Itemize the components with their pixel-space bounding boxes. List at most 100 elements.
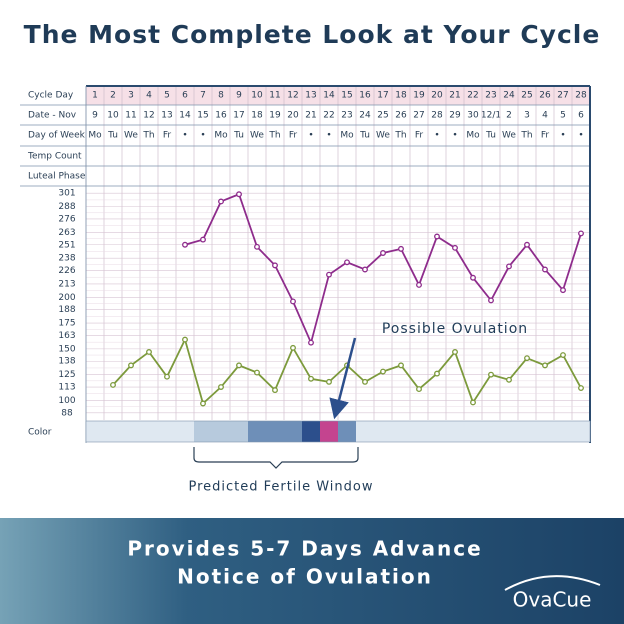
weekday: • [452,131,457,141]
row-label: Date - Nov [28,111,77,121]
date: 14 [179,111,191,121]
point [254,243,260,250]
point [434,370,440,377]
footer-line: Provides 5-7 Days Advance [127,537,482,561]
point [380,368,386,375]
weekday: We [502,131,516,141]
cycle-day: 13 [305,91,316,101]
cycle-day: 25 [521,91,532,101]
date: 26 [395,111,407,121]
weekday: Mo [88,131,102,141]
date: 29 [449,111,461,121]
point [344,259,350,266]
point [398,362,404,369]
cycle-day: 12 [287,91,298,101]
date: 24 [359,111,371,121]
footer-line: Notice of Ovulation [177,565,433,589]
weekday: • [308,131,313,141]
row-label: Cycle Day [28,91,74,101]
y-tick-label: 163 [58,331,75,341]
cycle-day: 22 [467,91,478,101]
color-cell [572,421,591,442]
weekday: Mo [340,131,354,141]
color-cell [86,421,105,442]
weekday: We [124,131,138,141]
title: The Most Complete Look at Your Cycle [24,20,601,49]
point [182,336,188,343]
point [326,378,332,385]
color-cell [158,421,177,442]
y-tick-label: 200 [58,293,75,303]
point [506,376,512,383]
weekday: Mo [214,131,228,141]
y-tick-label: 113 [58,383,75,393]
cycle-day: 21 [449,91,460,101]
logo: OvaCue [513,588,592,612]
cycle-day: 10 [251,91,263,101]
weekday: Th [394,131,406,141]
date: 27 [413,111,424,121]
weekday: Fr [415,131,424,141]
weekday: • [434,131,439,141]
y-tick-label: 88 [61,408,73,418]
color-cell [176,421,195,442]
point [578,385,584,391]
weekday: We [250,131,264,141]
y-tick-label: 238 [58,254,75,264]
color-cell [104,421,123,442]
date: 11 [125,111,136,121]
color-cell [356,421,375,442]
chart: Cycle Day Date - Nov Day of Week Temp Count… [20,85,591,495]
y-tick-label: 301 [58,189,75,199]
date: 15 [197,111,208,121]
point [542,266,548,273]
y-tick-label: 188 [58,305,75,315]
color-cell [338,421,357,442]
y-tick-label: 125 [58,370,75,380]
cycle-day: 6 [182,91,188,101]
point [524,241,530,248]
footer-band [0,518,624,624]
color-cell [212,421,231,442]
weekday: Th [520,131,532,141]
annotation: Possible Ovulation [382,321,528,337]
weekday: Fr [541,131,550,141]
weekday: Mo [466,131,480,141]
point [398,245,404,252]
point [236,191,242,198]
cycle-day: 1 [92,91,98,101]
color-cell [302,421,321,442]
color-row-frame [85,420,591,443]
y-tick-label: 150 [58,344,75,354]
row-label: Day of Week [28,131,86,141]
cycle-day: 15 [341,91,352,101]
date: 17 [233,111,244,121]
point [470,399,476,406]
cycle-day: 26 [539,91,551,101]
arrow [329,337,357,420]
point [506,263,512,270]
point [308,339,314,346]
date: 19 [269,111,281,121]
cycle-day: 16 [359,91,371,101]
logo-swoosh [504,575,601,591]
weekday: Tu [485,131,496,141]
color-cell [266,421,285,442]
cycle-day: 14 [323,91,335,101]
point [452,349,458,355]
point [272,262,278,269]
cycle-day: 2 [110,91,116,101]
color-cell [410,421,429,442]
date: 3 [524,111,530,121]
cycle-day: 24 [503,91,515,101]
date: 2 [506,111,512,121]
point [488,371,494,378]
date: 12/1 [481,111,501,121]
point [290,298,296,305]
cycle-day: 27 [557,91,568,101]
color-cell [482,421,501,442]
color-cell [446,421,465,442]
cycle-day: 20 [431,91,443,101]
point [200,236,206,243]
